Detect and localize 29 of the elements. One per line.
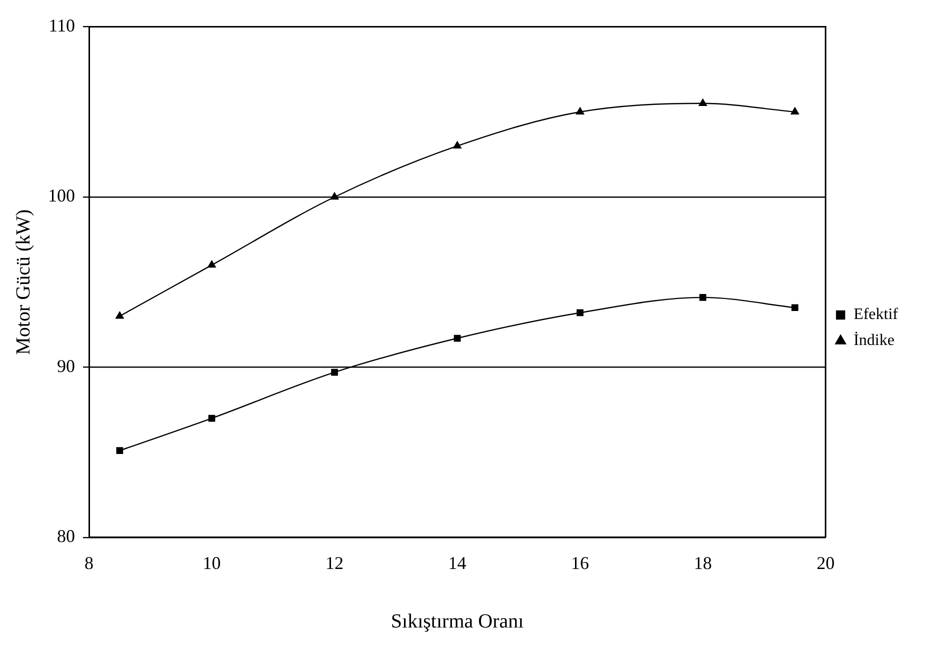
point	[576, 107, 584, 114]
point	[453, 141, 462, 149]
y-axis-title: Motor Gücü (kW)	[12, 209, 34, 355]
x-tick-label: 20	[816, 552, 835, 573]
x-tick-label: 14	[448, 552, 466, 573]
point	[576, 309, 584, 316]
point	[208, 414, 216, 422]
x-tick-label: 10	[202, 552, 221, 573]
point	[331, 368, 338, 376]
x-tick-label: 16	[571, 552, 590, 573]
y-tick-label: 110	[48, 16, 75, 36]
x-tick-label: 18	[694, 552, 712, 573]
point	[330, 192, 339, 200]
point	[698, 98, 707, 106]
point	[116, 447, 124, 454]
legend-label: İndike	[854, 331, 894, 350]
point	[116, 312, 124, 319]
x-axis-title: Sıkıştırma Oranı	[390, 610, 524, 632]
point	[790, 107, 799, 114]
x-tick-label: 8	[84, 552, 94, 573]
point	[208, 260, 216, 268]
legend-label: Efektif	[854, 306, 899, 324]
point	[791, 304, 798, 312]
point	[699, 294, 706, 301]
y-tick-label: 100	[48, 186, 75, 206]
x-tick-label: 12	[326, 552, 344, 573]
y-tick-label: 80	[57, 526, 75, 546]
y-tick-label: 90	[57, 356, 75, 376]
point	[454, 334, 461, 342]
